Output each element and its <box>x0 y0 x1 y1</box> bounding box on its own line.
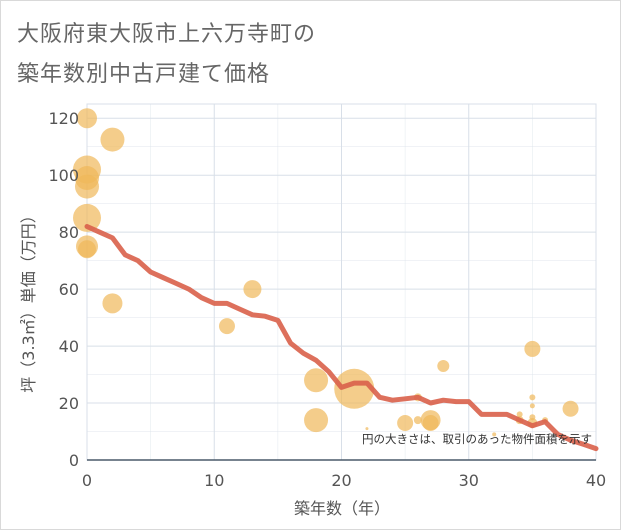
chart-title-line-2: 築年数別中古戸建て価格 <box>17 62 271 87</box>
y-tick-label: 100 <box>48 166 79 185</box>
scatter-point <box>334 368 375 409</box>
x-tick-label: 40 <box>586 471 606 490</box>
x-tick-label: 30 <box>459 471 479 490</box>
trend-line-group <box>84 224 599 452</box>
x-tick-label: 0 <box>82 471 92 490</box>
scatter-point <box>304 368 329 393</box>
chart-title-line-1: 大阪府東大阪市上六万寺町の <box>17 22 317 47</box>
chart-annotation: 円の大きさは、取引のあった物件面積を示す <box>362 432 592 446</box>
scatter-point <box>100 127 125 152</box>
scatter-point <box>243 280 262 299</box>
x-tick-label: 10 <box>204 471 224 490</box>
scatter-point <box>397 414 414 431</box>
y-tick-label: 80 <box>59 223 79 242</box>
y-axis-label: 坪（3.3㎡）単価（万円） <box>19 207 38 392</box>
scatter-point <box>102 293 123 314</box>
scatter-point <box>75 174 99 199</box>
scatter-bubbles <box>73 108 579 437</box>
scatter-point <box>365 427 369 431</box>
y-tick-label: 120 <box>48 109 79 128</box>
scatter-point <box>73 203 101 232</box>
y-tick-label: 40 <box>59 337 79 356</box>
scatter-point <box>78 240 96 259</box>
scatter-point <box>516 411 523 418</box>
scatter-point <box>77 108 97 129</box>
scatter-point <box>422 414 439 431</box>
scatter-point <box>218 318 235 335</box>
chart-axes: 0 10 20 30 40 0 20 40 60 80 100 120 <box>48 109 606 490</box>
scatter-point <box>304 408 329 433</box>
scatter-point <box>413 416 422 425</box>
y-tick-label: 60 <box>59 280 79 299</box>
trend-line <box>84 224 599 452</box>
x-tick-label: 20 <box>331 471 351 490</box>
x-axis-label: 築年数（年） <box>294 499 390 518</box>
chart-grid <box>86 103 597 461</box>
scatter-point <box>524 340 541 357</box>
scatter-point <box>529 403 535 409</box>
scatter-point <box>562 400 579 417</box>
y-tick-label: 20 <box>59 394 79 413</box>
scatter-point <box>437 360 450 373</box>
scatter-point <box>529 394 536 401</box>
y-tick-label: 0 <box>69 451 79 470</box>
scatter-point <box>492 432 497 437</box>
